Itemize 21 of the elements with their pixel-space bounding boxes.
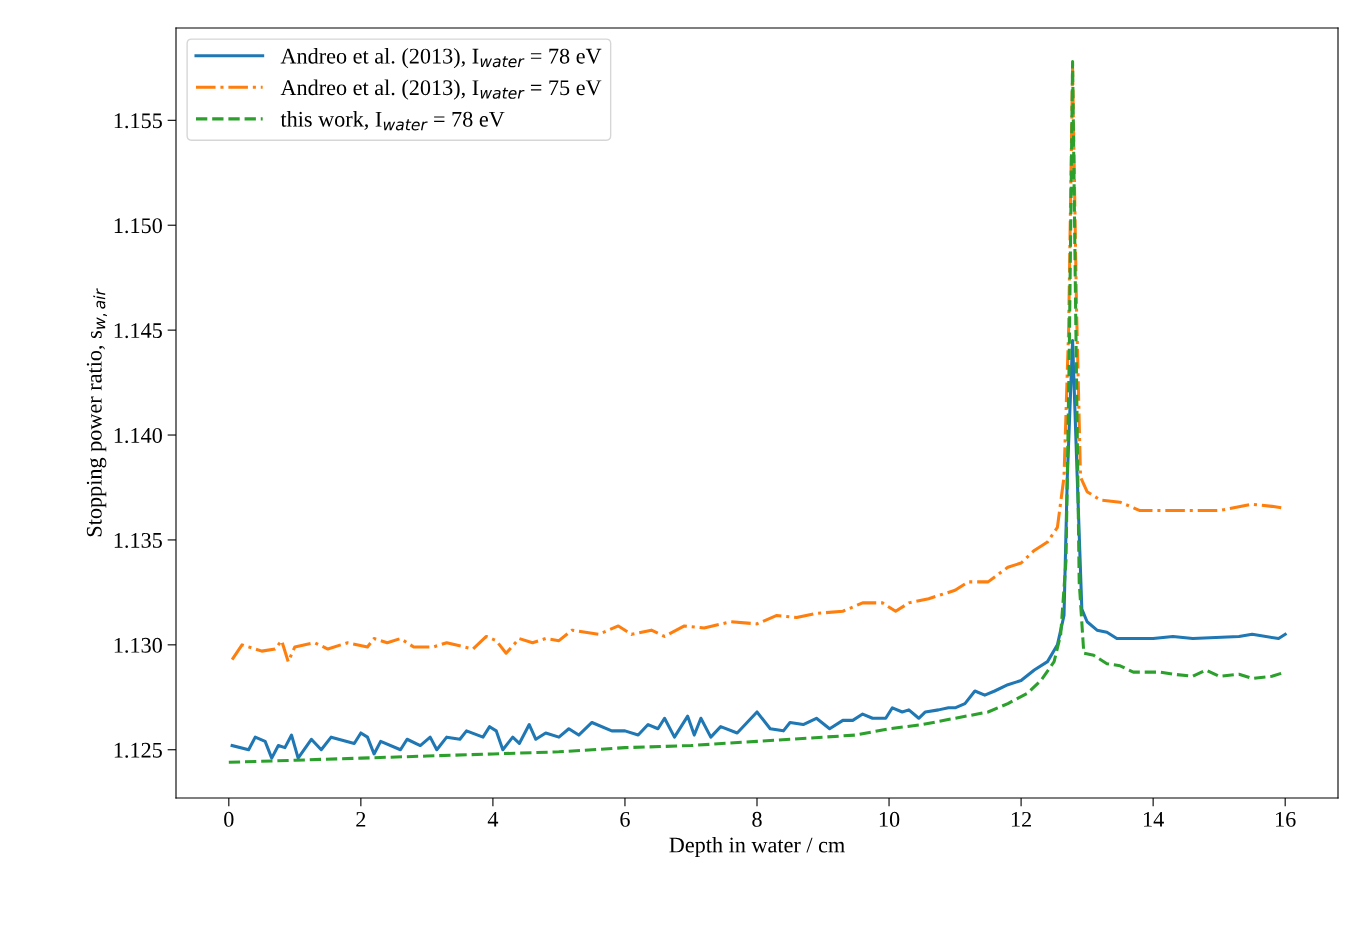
x-tick-label: 14: [1143, 811, 1164, 827]
legend-label: this work, I$_{water}$ = 78 eV: [280, 111, 505, 131]
y-tick-label: 1.130: [114, 637, 162, 653]
x-axis-title: Depth in water / cm: [669, 836, 845, 858]
y-tick-label: 1.140: [114, 427, 162, 444]
y-tick-label: 1.150: [114, 218, 162, 234]
x-tick-label: 4: [487, 811, 499, 827]
x-tick-label: 16: [1276, 811, 1296, 827]
x-tick-label: 6: [620, 811, 630, 827]
x-tick-label: 0: [224, 811, 234, 827]
y-tick-label: 1.125: [114, 742, 162, 758]
y-tick-label: 1.145: [114, 323, 162, 339]
x-tick-label: 12: [1011, 811, 1031, 827]
x-tick-label: 2: [356, 811, 366, 827]
y-tick-label: 1.155: [114, 113, 162, 129]
x-tick-label: 10: [879, 811, 900, 827]
legend-label: Andreo et al. (2013), I$_{water}$ = 75 eV: [280, 79, 602, 100]
x-tick-label: 8: [752, 811, 762, 827]
legend-label: Andreo et al. (2013), I$_{water}$ = 78 eV: [280, 48, 602, 69]
y-tick-label: 1.135: [114, 532, 162, 548]
y-axis-title: Stopping power ratio, s$_{w,air}$: [86, 288, 107, 537]
